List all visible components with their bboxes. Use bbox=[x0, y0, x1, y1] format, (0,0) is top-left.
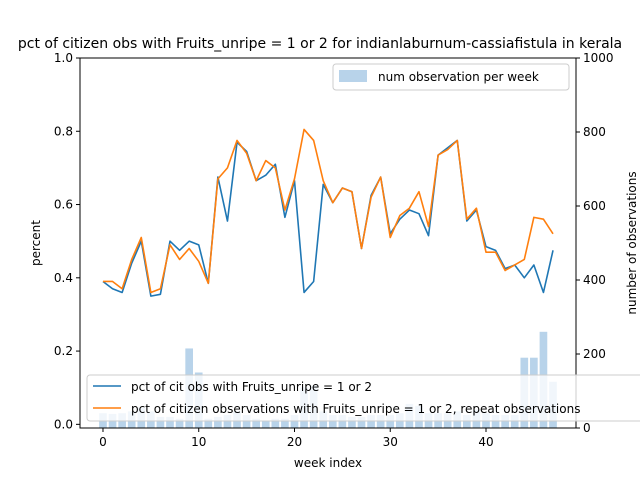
y-axis-left-label: percent bbox=[29, 220, 43, 266]
y-right-tick-label: 200 bbox=[583, 347, 606, 361]
y-left-tick-label: 0.6 bbox=[54, 198, 73, 212]
bar-week-29 bbox=[376, 415, 385, 428]
legend-bottom-label-2: pct of citizen observations with Fruits_… bbox=[131, 402, 580, 416]
bar-week-25 bbox=[338, 415, 347, 428]
bar-week-41 bbox=[491, 415, 500, 428]
y-left-tick-label: 0.4 bbox=[54, 271, 73, 285]
x-tick-label: 30 bbox=[383, 435, 398, 449]
y-right-tick-label: 600 bbox=[583, 199, 606, 213]
bar-week-26 bbox=[348, 416, 356, 428]
legend-bottom: pct of cit obs with Fruits_unripe = 1 or… bbox=[86, 374, 640, 422]
y-right-tick-label: 0 bbox=[583, 421, 591, 435]
plot-frame bbox=[79, 57, 577, 429]
bar-week-12 bbox=[214, 416, 222, 428]
bar-week-16 bbox=[252, 418, 261, 428]
y-left-tick-label: 0.8 bbox=[54, 124, 73, 138]
y-left-tick-label: 1.0 bbox=[54, 51, 73, 65]
legend-top-box bbox=[332, 63, 570, 91]
bar-week-13 bbox=[223, 415, 232, 428]
bar-week-19 bbox=[281, 418, 289, 428]
bar-week-43 bbox=[510, 415, 519, 428]
axes-layer: 0 10 20 30 40 0.0 0.2 0.4 0.6 0.8 1.0 0 200 400 600 800… bbox=[54, 51, 614, 449]
legend-bottom-label-1: pct of cit obs with Fruits_unripe = 1 or… bbox=[131, 380, 372, 394]
bar-week-30 bbox=[386, 415, 395, 428]
bar-week-15 bbox=[242, 415, 251, 428]
bar-week-42 bbox=[501, 415, 509, 428]
y-axis-right-label: number of observations bbox=[625, 171, 639, 314]
y-right-tick-label: 1000 bbox=[583, 51, 614, 65]
y-right-tick-label: 400 bbox=[583, 273, 606, 287]
bar-week-20 bbox=[290, 415, 299, 428]
series-line-1 bbox=[102, 139, 554, 297]
legend-top-label: num observation per week bbox=[378, 70, 539, 84]
chart-title: pct of citizen obs with Fruits_unripe = … bbox=[18, 36, 622, 52]
legend-top-swatch bbox=[339, 70, 367, 82]
bar-week-11 bbox=[204, 418, 213, 428]
bar-week-24 bbox=[328, 415, 337, 428]
x-tick-label: 20 bbox=[287, 435, 302, 449]
y-right-tick-label: 800 bbox=[583, 125, 606, 139]
lines-layer bbox=[102, 128, 554, 297]
bar-week-17 bbox=[261, 420, 270, 428]
x-axis-label: week index bbox=[294, 456, 362, 470]
y-left-tick-label: 0.0 bbox=[54, 417, 73, 431]
bar-week-18 bbox=[271, 418, 280, 428]
bar-week-7 bbox=[166, 416, 174, 428]
x-tick-label: 0 bbox=[99, 435, 107, 449]
legend-top: num observation per week bbox=[332, 63, 570, 91]
bar-week-38 bbox=[463, 415, 471, 428]
x-tick-label: 10 bbox=[191, 435, 206, 449]
x-tick-label: 40 bbox=[478, 435, 493, 449]
bar-week-6 bbox=[156, 416, 165, 428]
series-line-2 bbox=[102, 128, 554, 294]
bar-week-27 bbox=[357, 416, 366, 428]
bar-week-8 bbox=[175, 418, 184, 428]
legend-bottom-box bbox=[86, 374, 640, 422]
y-left-tick-label: 0.2 bbox=[54, 344, 73, 358]
bar-week-28 bbox=[367, 415, 375, 428]
